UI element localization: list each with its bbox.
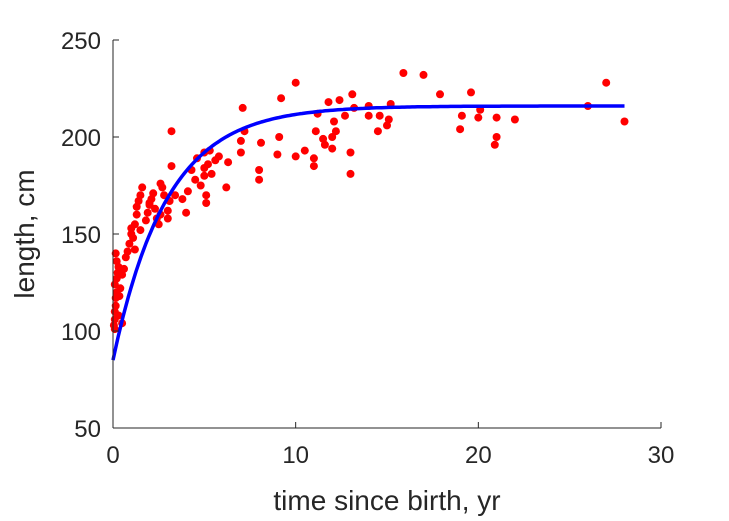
data-point (348, 90, 357, 99)
data-point (167, 162, 176, 171)
data-point (116, 284, 125, 293)
y-tick-label: 250 (61, 28, 101, 55)
data-point (384, 115, 393, 124)
data-point (375, 111, 384, 120)
data-point (130, 245, 139, 254)
data-point (275, 133, 284, 141)
data-point (399, 69, 408, 77)
data-point (112, 257, 121, 266)
data-point (222, 183, 231, 192)
data-point (123, 247, 132, 256)
data-point (346, 148, 355, 157)
data-point (202, 191, 211, 200)
x-tick-label: 0 (106, 442, 119, 469)
data-point (111, 301, 120, 310)
data-point (145, 199, 154, 207)
data-point (238, 103, 247, 112)
data-point (158, 183, 167, 192)
y-tick-label: 100 (61, 319, 101, 346)
data-point (183, 187, 192, 196)
y-tick-label: 150 (61, 222, 101, 249)
data-point (328, 144, 337, 153)
data-point (490, 140, 499, 149)
data-point (236, 148, 245, 157)
axes (112, 40, 661, 429)
data-point (373, 127, 382, 136)
x-tick-label: 20 (465, 442, 492, 469)
data-point (163, 206, 172, 215)
data-point (311, 127, 320, 136)
data-point (196, 181, 205, 190)
x-axis-label: time since birth, yr (273, 485, 500, 516)
data-point (456, 125, 465, 134)
plot-area (109, 69, 629, 361)
data-point (182, 208, 191, 217)
data-point (300, 146, 309, 155)
data-point (257, 138, 265, 147)
data-point (136, 226, 145, 235)
data-point (141, 216, 150, 225)
data-point (143, 208, 152, 217)
data-point (163, 214, 172, 223)
data-point (419, 70, 428, 79)
y-tick-label: 200 (61, 125, 101, 152)
data-point (200, 171, 209, 180)
data-point (457, 111, 466, 120)
data-point (328, 133, 337, 141)
ticks: 0 10 20 30 50 100 150 200 250 (61, 28, 674, 469)
data-point (492, 113, 501, 122)
data-point (335, 96, 344, 105)
data-point (309, 154, 318, 163)
data-point (291, 78, 300, 87)
data-point (364, 111, 373, 120)
data-point (330, 117, 338, 126)
data-point (436, 90, 444, 99)
data-point (255, 175, 264, 184)
data-point (149, 189, 158, 198)
data-point (492, 133, 501, 141)
data-point (136, 191, 145, 200)
y-axis-label: length, cm (9, 169, 40, 298)
data-point (125, 239, 134, 248)
data-point (255, 166, 264, 174)
data-point (111, 249, 120, 258)
data-point (151, 204, 159, 213)
data-point (120, 264, 128, 273)
data-point (115, 292, 124, 301)
data-point (324, 98, 333, 107)
data-point (178, 195, 187, 204)
data-point (331, 127, 340, 136)
data-point (202, 199, 211, 207)
data-point (620, 117, 629, 126)
data-point (138, 183, 147, 192)
data-point (474, 113, 483, 122)
data-point (320, 140, 329, 149)
data-point (129, 233, 138, 242)
y-tick-label: 50 (74, 416, 101, 443)
data-point (277, 94, 286, 103)
data-point (224, 158, 233, 167)
data-point (309, 162, 318, 171)
x-tick-label: 30 (648, 442, 675, 469)
data-point (114, 311, 123, 320)
data-point (291, 152, 300, 161)
data-point (167, 127, 176, 136)
data-point (273, 150, 282, 159)
data-point (204, 160, 212, 169)
data-point (236, 136, 245, 145)
data-point (171, 191, 180, 200)
data-point (467, 88, 475, 97)
fit-curve (111, 104, 625, 361)
data-point (191, 175, 200, 184)
data-point (346, 169, 355, 178)
data-point (207, 169, 216, 178)
x-tick-label: 10 (282, 442, 309, 469)
data-point (510, 115, 519, 124)
data-point (341, 111, 349, 120)
data-point (130, 220, 139, 229)
data-point (214, 152, 223, 161)
data-point (132, 210, 141, 219)
data-point (602, 78, 611, 87)
